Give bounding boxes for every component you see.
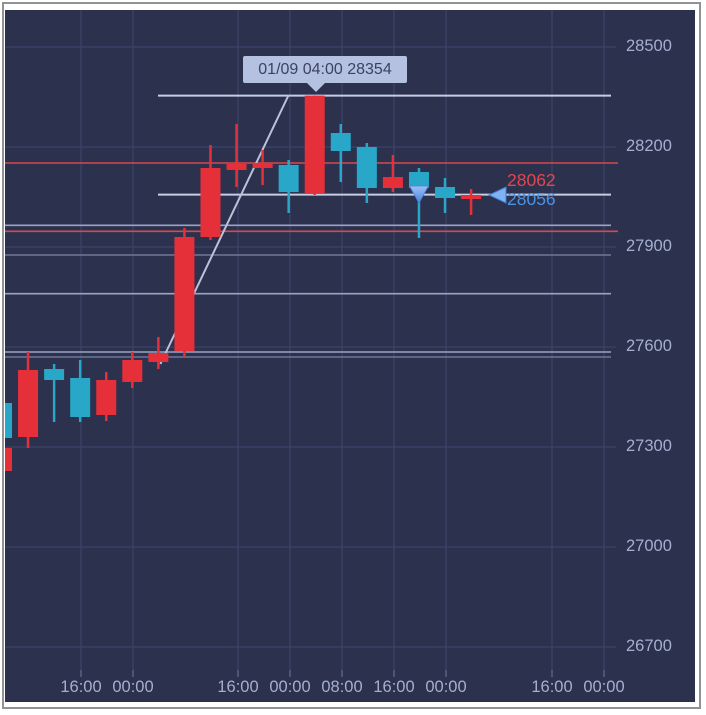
price-axis-label: 28200 [626, 137, 672, 155]
time-axis-label: 08:00 [321, 678, 363, 696]
candle [174, 228, 195, 357]
price-axis-label: 27900 [626, 237, 672, 255]
time-axis-label: 00:00 [425, 678, 467, 696]
candle-body [435, 187, 456, 198]
candle [5, 403, 12, 438]
candles [5, 95, 482, 448]
candle-body [122, 360, 143, 382]
candle-body [408, 172, 429, 188]
candle [252, 150, 273, 185]
time-axis-label: 00:00 [583, 678, 625, 696]
ask-price-label: 28062 [507, 170, 556, 190]
candle-body [148, 353, 169, 362]
candle-body [382, 177, 403, 188]
partial-candle-body [5, 448, 12, 471]
candle [304, 95, 325, 195]
price-axis-label: 26700 [626, 637, 672, 655]
candle-body [44, 369, 65, 380]
candle-body [278, 165, 299, 192]
candle [70, 360, 91, 422]
current-price-arrow-icon [487, 186, 507, 204]
candle [18, 352, 39, 448]
candle-tooltip: 01/09 04:00 28354 [243, 56, 407, 92]
bid-price-label: 28056 [507, 189, 556, 209]
candle [356, 143, 377, 203]
candle-body [356, 147, 377, 188]
candle-body [304, 95, 325, 193]
candle [148, 337, 169, 369]
candle [278, 160, 299, 213]
candle [330, 124, 351, 182]
candle [44, 364, 65, 422]
time-axis-label: 16:00 [217, 678, 259, 696]
time-axis-label: 00:00 [112, 678, 154, 696]
time-axis-label: 00:00 [269, 678, 311, 696]
gridlines [5, 10, 616, 677]
candle-body [200, 168, 221, 237]
candle [461, 189, 482, 215]
time-axis-label: 16:00 [531, 678, 573, 696]
candle-body [18, 370, 39, 437]
price-axis-label: 27300 [626, 437, 672, 455]
candle [122, 352, 143, 388]
candle-body [330, 133, 351, 151]
candle-body [5, 403, 12, 438]
candle-body [174, 237, 195, 351]
candle [435, 178, 456, 213]
candle [96, 372, 117, 421]
sell-marker-triangle-icon [408, 185, 430, 204]
price-axis-label: 27000 [626, 537, 672, 555]
price-axis-label: 27600 [626, 337, 672, 355]
time-axis-label: 16:00 [60, 678, 102, 696]
candle [200, 145, 221, 240]
price-axis-label: 28500 [626, 37, 672, 55]
candle-body [96, 380, 117, 415]
time-axis-label: 16:00 [373, 678, 415, 696]
candle-body [252, 163, 273, 168]
candle [382, 155, 403, 192]
candle [226, 124, 247, 187]
chart-panel-background [5, 10, 695, 702]
candle-body [70, 378, 91, 417]
candle-body [461, 195, 482, 199]
candle-body [226, 164, 247, 170]
